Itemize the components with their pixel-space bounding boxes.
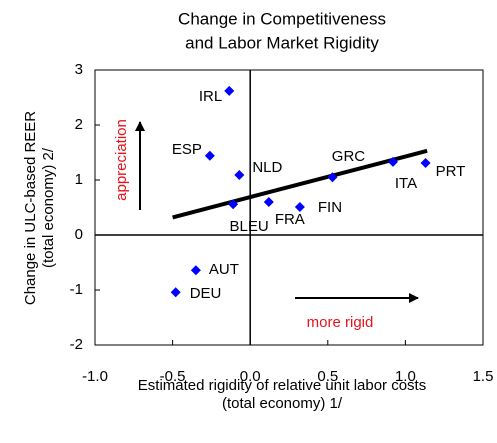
y-tick-label: -2 (70, 336, 83, 353)
point-label: IRL (199, 88, 222, 105)
y-tick-label: 1 (75, 171, 83, 188)
y-axis-label: (total economy) 2/ (40, 147, 57, 268)
point (204, 150, 215, 161)
x-tick-label: -1.0 (82, 368, 108, 385)
trend-line (172, 148, 428, 220)
point (387, 156, 398, 167)
y-axis-label: Change in ULC-based REER (22, 111, 39, 305)
point-label: FIN (318, 199, 342, 216)
point-label: ESP (172, 141, 202, 158)
point-label: BLEU (230, 218, 269, 235)
y-tick-label: 3 (75, 61, 83, 78)
point-label: AUT (209, 261, 239, 278)
point-label: PRT (436, 163, 466, 180)
x-tick-label: 0.0 (240, 368, 261, 385)
x-tick-label: 0.5 (317, 368, 338, 385)
y-tick-label: 2 (75, 116, 83, 133)
plot-frame (94, 69, 484, 346)
chart-title: Change in Competitiveness (178, 9, 386, 28)
chart-title: and Labor Market Rigidity (185, 33, 379, 52)
x-tick-label: -0.5 (160, 368, 186, 385)
x-axis-label: (total economy) 1/ (222, 395, 343, 412)
x-tick-label: 1.0 (395, 368, 416, 385)
point-label: GRC (332, 148, 366, 165)
point (228, 199, 239, 210)
point (327, 172, 338, 183)
point-label: NLD (252, 159, 282, 176)
y-tick-label: -1 (70, 281, 83, 298)
x-axis-label: Estimated rigidity of relative unit labo… (138, 377, 426, 394)
point-label: DEU (190, 285, 222, 302)
point (263, 197, 274, 207)
point (234, 170, 245, 181)
annotation: appreciation (113, 119, 130, 201)
point (170, 287, 181, 298)
point (224, 85, 235, 96)
point-label: ITA (395, 175, 417, 192)
annotation: more rigid (307, 314, 374, 331)
point-label: FRA (275, 211, 305, 228)
y-tick-label: 0 (75, 226, 83, 243)
x-tick-label: 1.5 (473, 368, 494, 385)
point (190, 265, 201, 276)
point (294, 201, 305, 212)
point (420, 157, 431, 168)
